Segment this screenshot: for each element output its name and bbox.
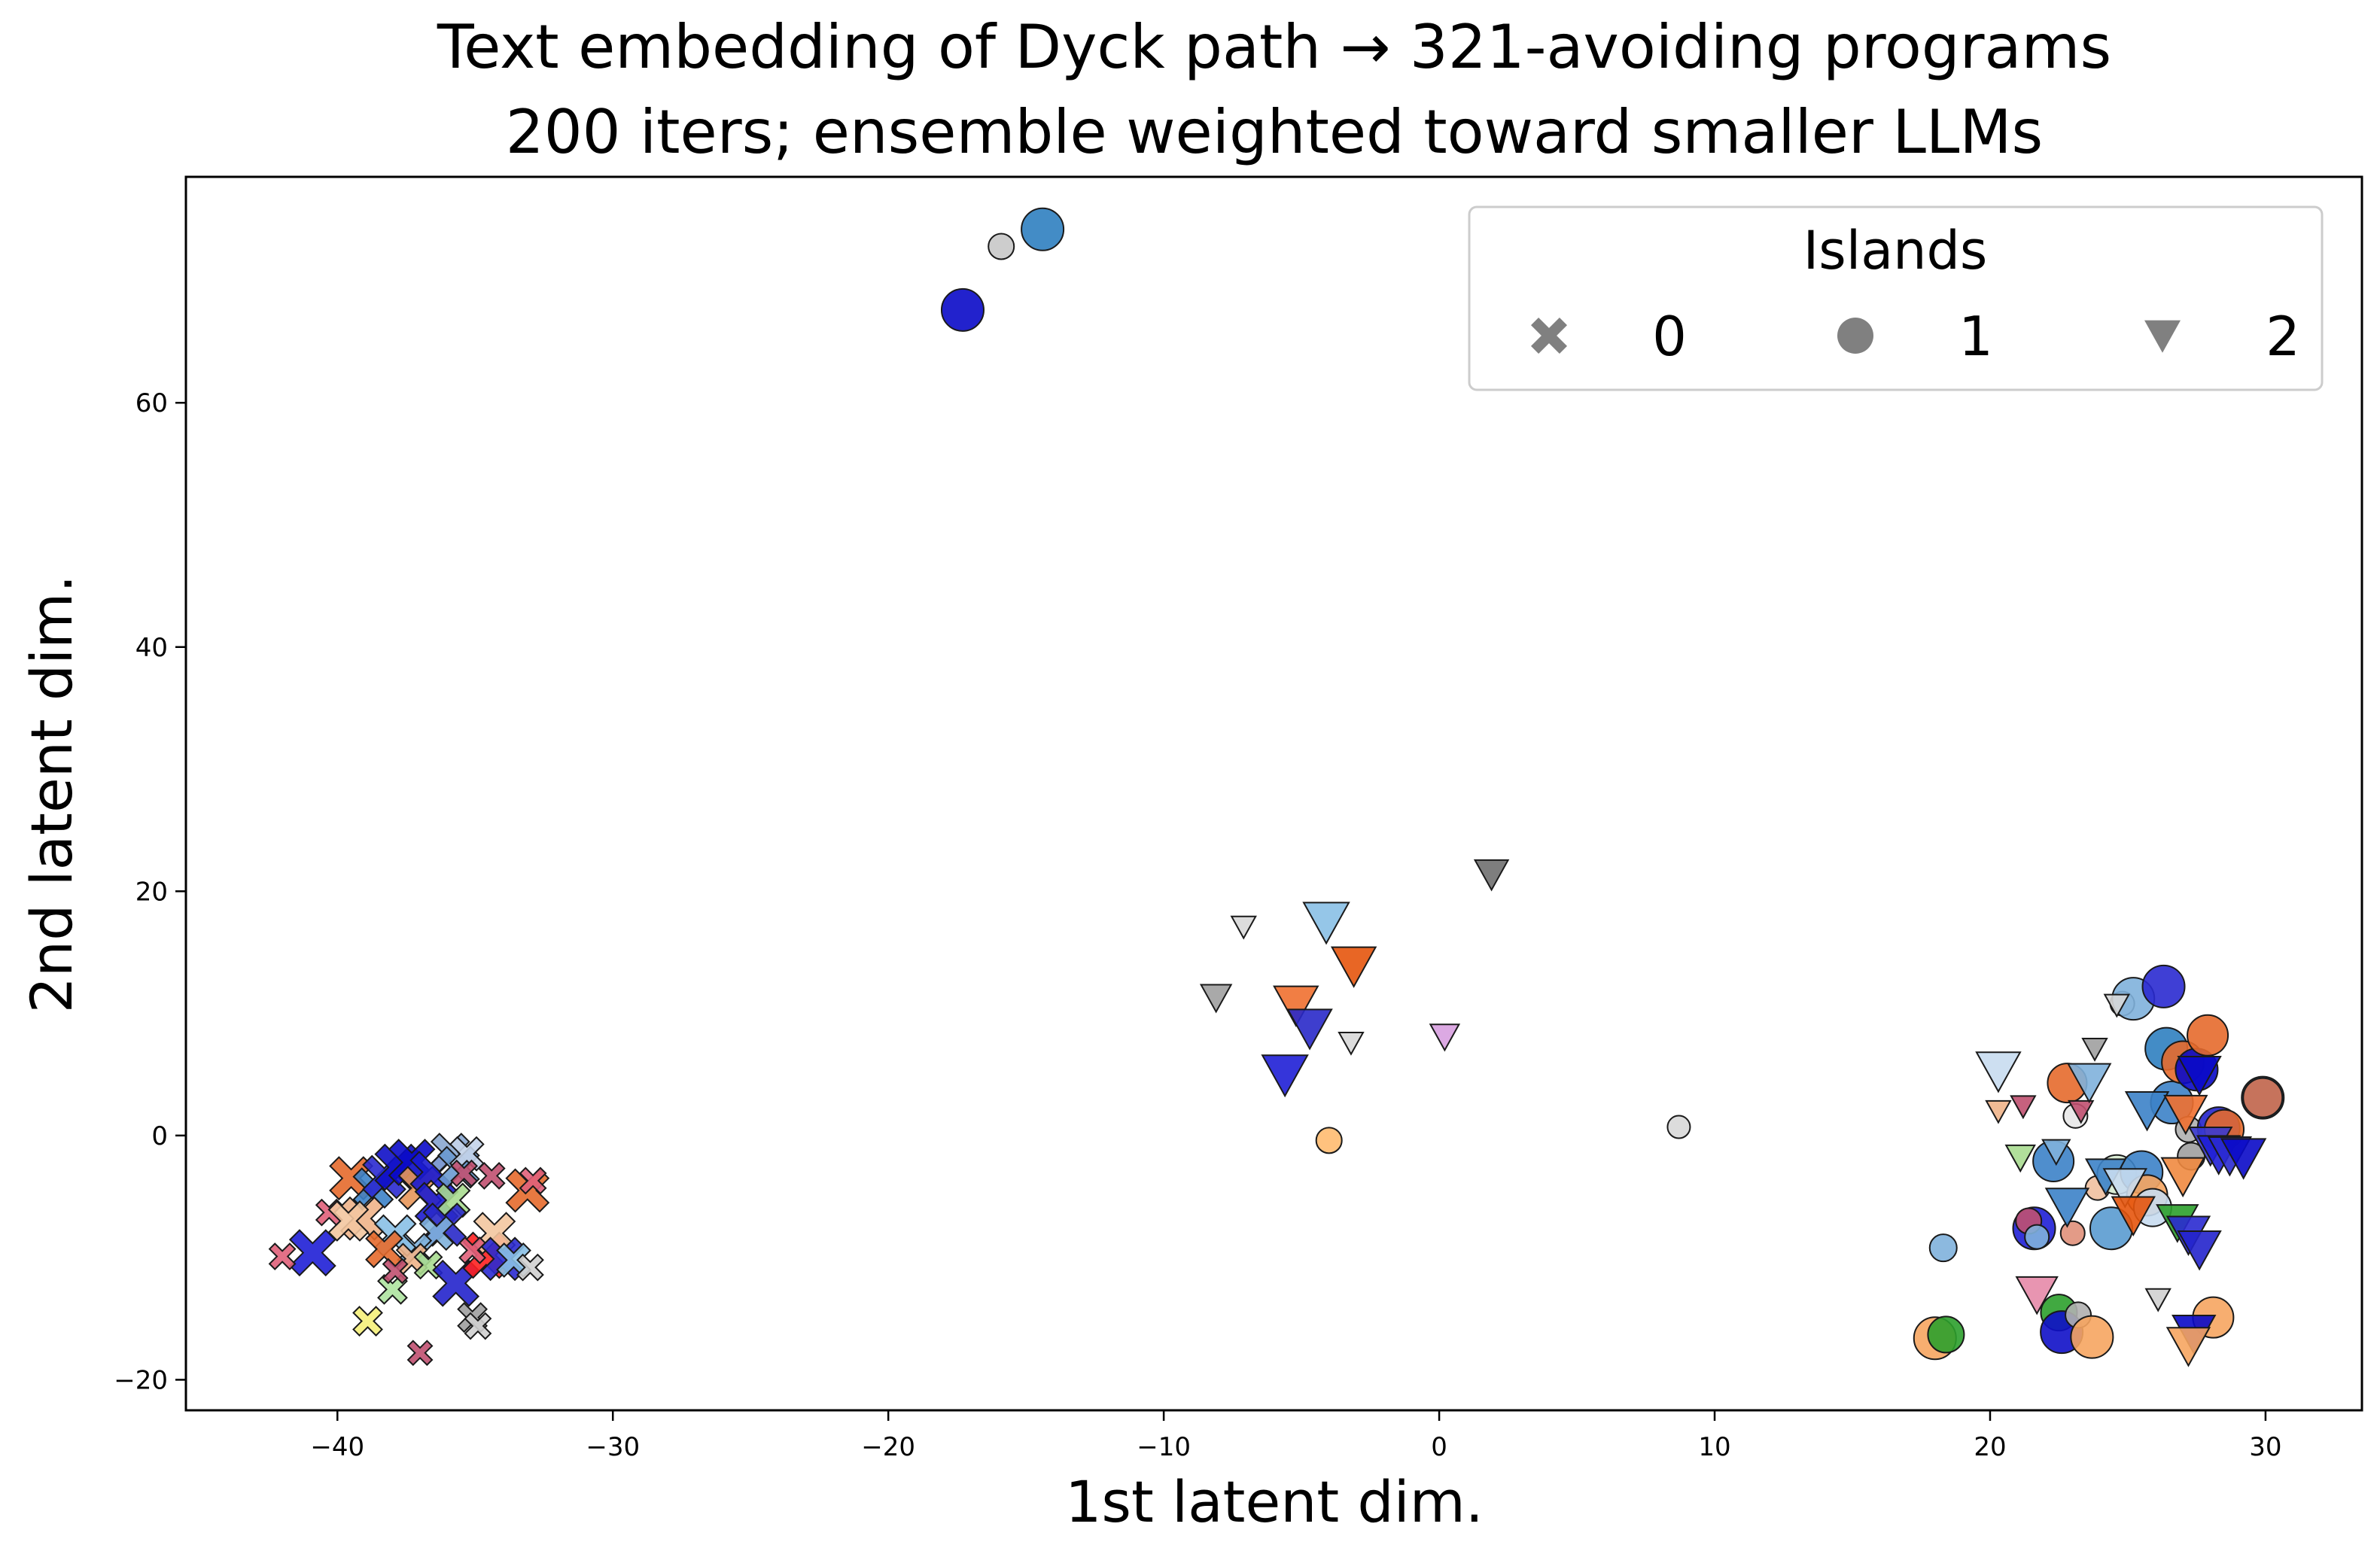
data-point-island-2 [2160,1157,2205,1198]
data-point-island-0 [268,1242,297,1270]
plot-points [268,207,2285,1367]
legend-title: Islands [1803,220,1988,281]
data-point-island-2 [2220,1138,2267,1180]
data-point-island-1 [2070,1315,2114,1359]
legend-entries: 0 1 2 [1531,305,2300,368]
data-point-island-2 [2010,1095,2037,1120]
data-point-island-2 [2004,1144,2036,1173]
data-point-island-2 [2015,1276,2059,1315]
x-tick-label: 30 [2249,1432,2281,1462]
x-axis-label: 1st latent dim. [1065,1468,1484,1535]
data-point-island-2 [2041,1139,2071,1166]
data-point-island-1 [1315,1127,1343,1154]
x-tick-label: −40 [310,1432,364,1462]
data-point-island-1 [1021,207,1065,251]
y-tick-label: 20 [135,877,168,907]
data-point-island-2 [1429,1023,1461,1052]
chart-title: Text embedding of Dyck path → 321-avoidi… [437,12,2111,82]
data-point-island-0 [450,1159,479,1188]
data-point-island-2 [2067,1063,2112,1104]
data-point-island-0 [377,1273,408,1305]
data-point-island-2 [2044,1188,2090,1228]
data-point-island-1 [988,233,1015,260]
legend-marker-2 [2144,320,2181,353]
series-island-2 [1199,859,2267,1367]
x-tick-label: −30 [586,1432,640,1462]
data-point-island-1 [2242,1077,2284,1118]
data-point-island-2 [2103,993,2131,1018]
data-point-island-0 [519,1166,547,1195]
data-point-island-0 [458,1236,487,1264]
x-tick-label: 20 [1974,1432,2006,1462]
data-point-island-2 [2102,1168,2147,1209]
data-point-island-2 [1338,1031,1365,1056]
data-point-island-2 [2163,1094,2208,1136]
data-point-island-2 [1286,1008,1333,1051]
data-point-island-2 [2177,1230,2222,1271]
data-point-island-1 [2187,1014,2229,1057]
data-point-island-2 [1473,859,1510,892]
legend-label: 1 [1958,305,1993,368]
x-tick-label: −20 [861,1432,915,1462]
legend-label: 0 [1652,305,1687,368]
data-point-island-2 [1261,1054,1309,1098]
data-point-island-2 [1975,1051,2022,1093]
data-point-island-2 [2068,1099,2095,1124]
data-point-island-2 [2081,1038,2108,1062]
data-point-island-0 [382,1258,409,1285]
legend: Islands 0 1 2 [1468,205,2324,391]
data-point-island-1 [1928,1233,1958,1263]
data-point-island-0 [477,1162,506,1190]
data-point-island-2 [2144,1288,2172,1312]
data-point-island-1 [940,287,985,332]
data-point-island-2 [2111,1196,2156,1237]
legend-label: 2 [2266,305,2300,368]
legend-marker-0 [1531,318,1567,354]
data-point-island-1 [2141,964,2186,1008]
data-point-island-2 [1273,985,1319,1027]
x-tick-label: −10 [1137,1432,1191,1462]
data-point-island-1 [2024,1224,2050,1250]
y-tick-label: 40 [135,633,168,663]
data-point-island-2 [1230,915,1257,940]
data-point-island-0 [352,1306,383,1337]
data-point-island-2 [2124,1090,2170,1132]
legend-marker-1 [1837,318,1873,354]
chart-subtitle: 200 iters; ensemble weighted toward smal… [506,97,2043,167]
data-point-island-2 [2165,1327,2211,1367]
data-point-island-1 [1666,1115,1691,1139]
data-point-island-0 [516,1253,544,1282]
data-point-island-2 [2177,1055,2222,1096]
y-tick-label: −20 [114,1365,168,1395]
x-axis: −40 −30 −20 −10 0 10 20 30 [310,1410,2282,1462]
y-axis-label: 2nd latent dim. [18,575,85,1014]
data-point-island-0 [327,1200,370,1242]
data-point-island-0 [464,1312,492,1340]
y-axis: −20 0 20 40 60 [114,388,186,1395]
data-point-island-0 [406,1340,434,1367]
data-point-island-2 [1199,984,1233,1014]
data-point-island-2 [1302,902,1350,945]
legend-box [1468,205,2324,391]
y-tick-label: 60 [135,388,168,418]
series-island-0 [268,1133,550,1367]
data-point-island-2 [1985,1099,2012,1124]
x-tick-label: 10 [1698,1432,1730,1462]
data-point-island-2 [1330,946,1377,988]
x-tick-label: 0 [1431,1432,1447,1462]
plot-frame [184,175,2363,1412]
data-point-island-1 [2059,1220,2086,1246]
y-tick-label: 0 [151,1121,168,1151]
data-point-island-1 [1927,1315,1965,1354]
